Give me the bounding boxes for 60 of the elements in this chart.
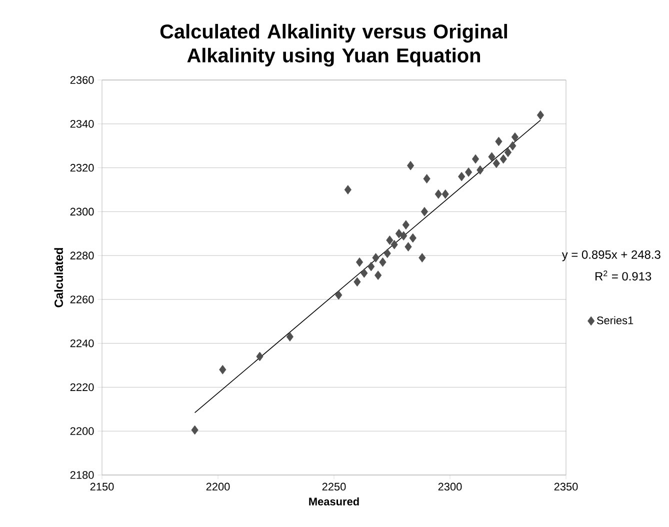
- point: [500, 154, 507, 164]
- point: [372, 253, 380, 262]
- y-tick-label: 2240: [70, 339, 94, 348]
- point: [368, 262, 375, 272]
- x-tick-label: 2200: [206, 482, 230, 491]
- chart-title: Calculated Alkalinity versus Original Alkalinity using Yuan Equation: [160, 24, 507, 66]
- point: [472, 154, 480, 164]
- point: [492, 158, 500, 168]
- point: [404, 242, 412, 252]
- y-tick-label: 2280: [70, 252, 94, 260]
- point: [442, 189, 449, 199]
- y-axis-title: Calculated: [54, 248, 63, 308]
- legend-label: Series1: [596, 316, 634, 324]
- point: [407, 160, 414, 170]
- point: [402, 220, 410, 230]
- point: [476, 165, 484, 175]
- point: [360, 268, 368, 278]
- y-tick-label: 2300: [70, 208, 94, 216]
- x-tick-label: 2250: [322, 482, 346, 491]
- point: [511, 132, 519, 142]
- point: [434, 189, 442, 199]
- point: [354, 277, 361, 287]
- x-tick-label: 2300: [438, 482, 462, 491]
- point: [504, 148, 512, 158]
- point: [495, 136, 502, 146]
- point: [536, 110, 544, 120]
- point: [418, 253, 426, 262]
- point: [386, 236, 394, 245]
- y-tick-label: 2180: [70, 471, 94, 479]
- point: [400, 231, 408, 240]
- point: [286, 332, 294, 342]
- point: [509, 141, 516, 151]
- x-tick-label: 2150: [90, 482, 114, 491]
- point: [335, 290, 342, 300]
- point: [191, 425, 198, 435]
- x-tick-label: 2350: [554, 482, 578, 491]
- point: [219, 364, 226, 374]
- point: [374, 270, 382, 280]
- y-tick-label: 2360: [70, 76, 94, 84]
- point: [356, 257, 364, 267]
- y-tick-label: 2220: [70, 383, 94, 392]
- point: [409, 233, 416, 243]
- y-tick-label: 2340: [70, 120, 94, 128]
- point: [420, 206, 428, 216]
- annotation: y = 0.895x + 248.3: [562, 250, 660, 262]
- y-tick-label: 2200: [70, 427, 94, 435]
- point: [344, 185, 352, 194]
- point: [256, 352, 264, 362]
- point: [390, 240, 398, 250]
- point: [488, 152, 496, 162]
- text: R$^{2}$ = 0.913: [596, 270, 652, 281]
- point: [423, 174, 430, 184]
- x-axis-title: Measured: [309, 497, 359, 506]
- point: [384, 248, 391, 258]
- point: [465, 167, 472, 177]
- y-tick-label: 2260: [70, 296, 94, 304]
- point: [379, 257, 386, 267]
- point: [458, 172, 466, 182]
- y-tick-label: 2320: [70, 164, 94, 172]
- point: [395, 228, 403, 238]
